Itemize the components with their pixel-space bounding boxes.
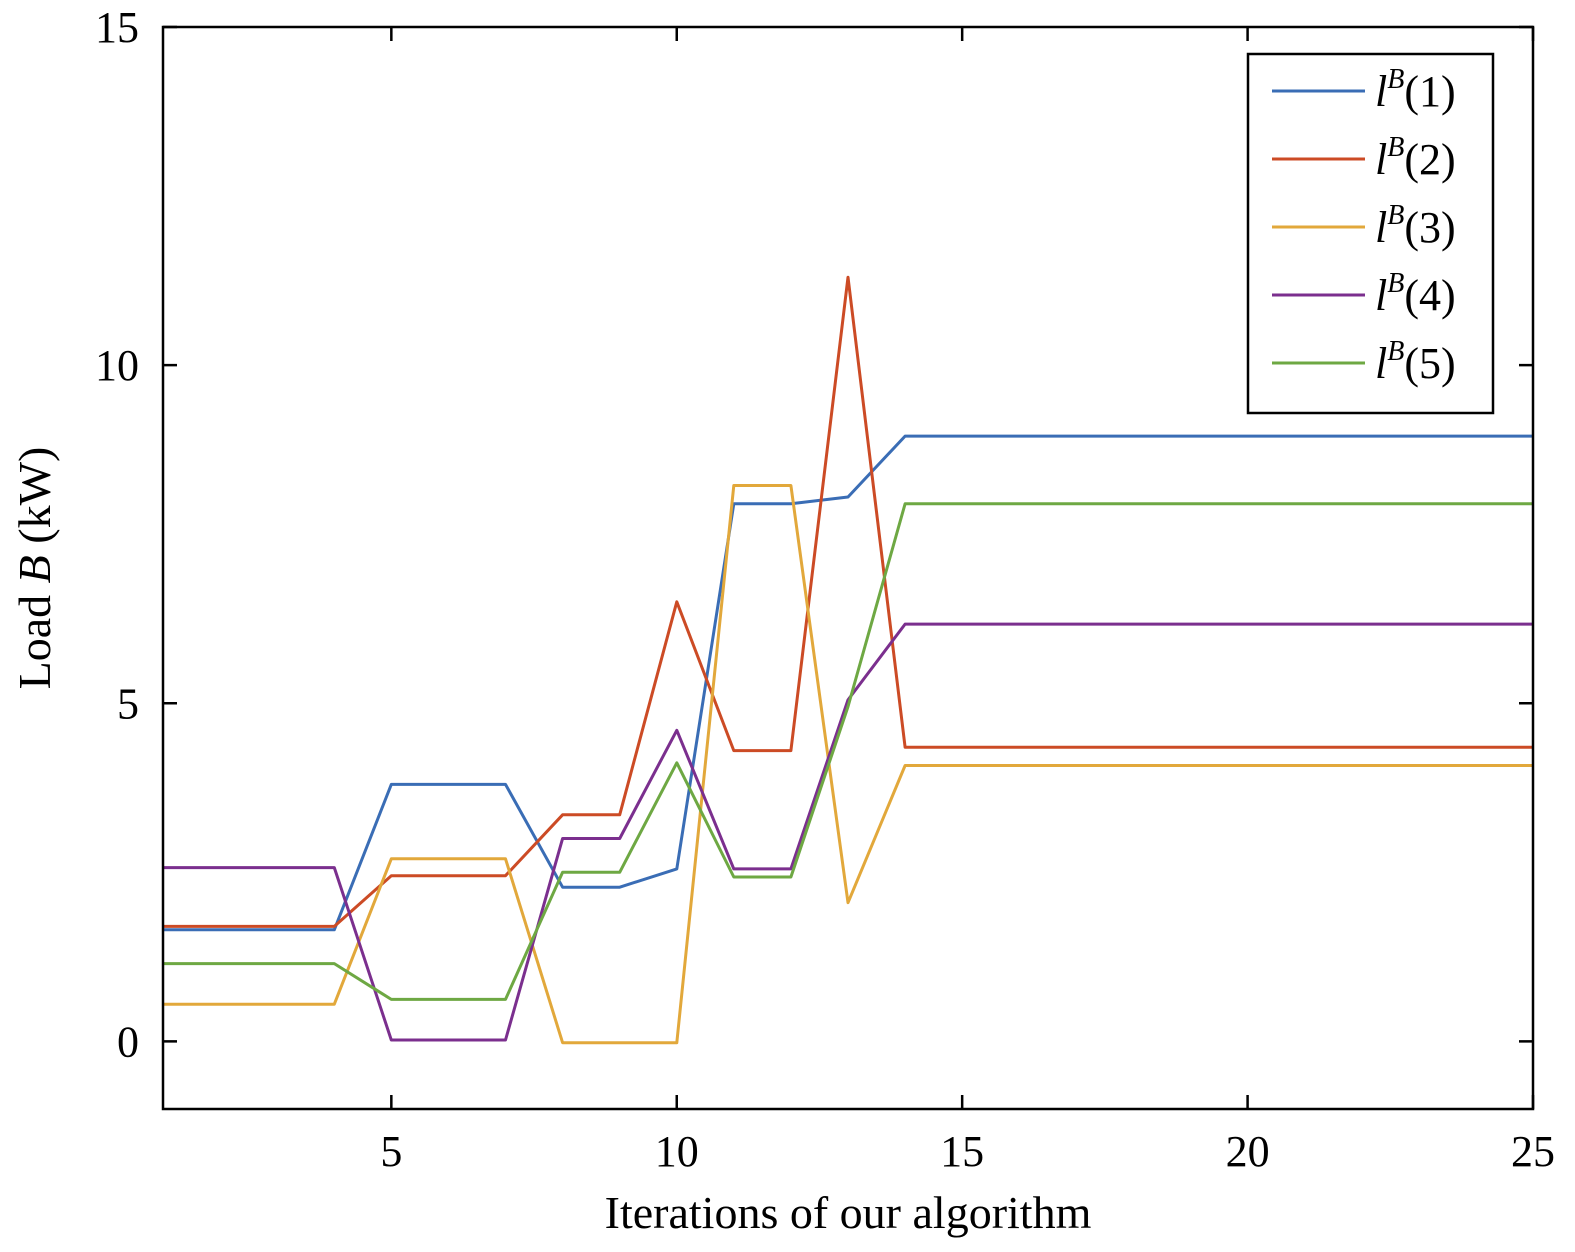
series-line-2: [163, 275, 1533, 928]
legend-box: [1246, 52, 1495, 415]
plot-frame: [161, 25, 1535, 1111]
y-axis-title-variable: B: [9, 555, 60, 583]
series-line-4: [163, 622, 1533, 1042]
x-tick-label-20: 20: [1226, 1127, 1270, 1176]
legend-label-4: lB(4): [1375, 268, 1456, 320]
y-tick-label-5: 5: [117, 679, 139, 728]
legend-label-5: lB(5): [1375, 336, 1456, 388]
axis-ticks: [163, 25, 1535, 1109]
series-line-3: [163, 484, 1533, 1045]
legend-label-2: lB(2): [1375, 132, 1456, 184]
y-tick-label-15: 15: [95, 3, 139, 52]
series-line-5: [163, 502, 1533, 1001]
legend-label-1: lB(1): [1375, 64, 1456, 116]
y-axis-title-suffix: (kW): [9, 447, 60, 556]
y-axis-title: Load B (kW): [9, 447, 60, 690]
x-tick-label-10: 10: [655, 1127, 699, 1176]
x-tick-label-5: 5: [380, 1127, 402, 1176]
plot-lines: [163, 275, 1533, 1045]
x-tick-label-25: 25: [1511, 1127, 1555, 1176]
legend: lB(1) lB(2) lB(3) lB(4) lB(5): [1246, 52, 1495, 415]
x-axis-title: Iterations of our algorithm: [605, 1187, 1092, 1238]
tick-labels: 5 10 15 20 25 0 5 10 15: [95, 3, 1555, 1176]
y-axis-title-prefix: Load: [9, 583, 60, 689]
legend-label-3: lB(3): [1375, 200, 1456, 252]
x-tick-label-15: 15: [940, 1127, 984, 1176]
y-tick-label-10: 10: [95, 341, 139, 390]
y-tick-label-0: 0: [117, 1017, 139, 1066]
series-line-1: [163, 434, 1533, 932]
